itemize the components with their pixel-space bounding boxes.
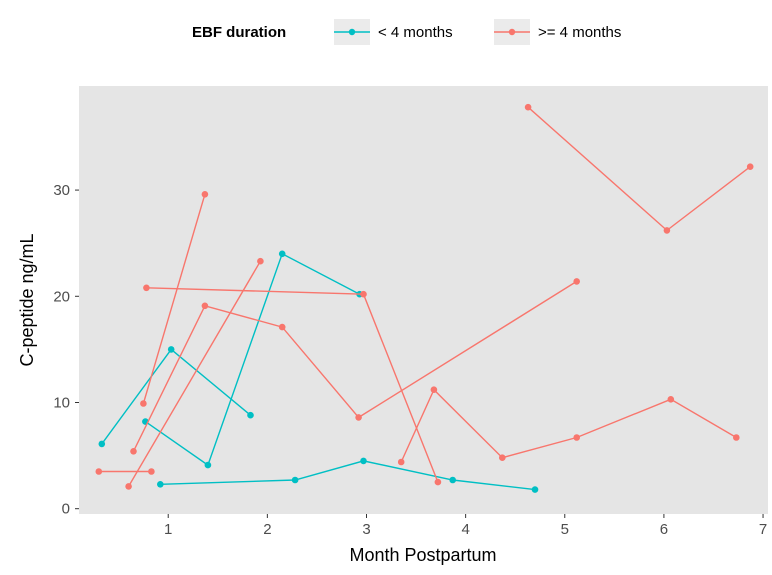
- data-point: [247, 411, 254, 419]
- x-tick-label: 4: [461, 521, 469, 538]
- legend-key-point-1: [348, 28, 356, 36]
- y-tick-label: 30: [53, 182, 70, 199]
- series-group: [130, 278, 580, 455]
- legend-title: EBF duration: [192, 24, 286, 41]
- x-tick-label: 3: [362, 521, 370, 538]
- y-tick-label: 0: [62, 501, 70, 518]
- data-point: [499, 454, 506, 462]
- series-group: [143, 284, 442, 486]
- series-group: [98, 346, 254, 448]
- series-line: [400, 388, 737, 463]
- plot-panel: [79, 86, 768, 514]
- legend-label-2: >= 4 months: [538, 24, 621, 41]
- series-group: [524, 103, 754, 234]
- data-point: [278, 323, 286, 331]
- series-group: [397, 386, 740, 466]
- data-point: [98, 440, 106, 448]
- data-point: [140, 400, 147, 407]
- data-point: [434, 478, 442, 486]
- data-point: [746, 163, 754, 170]
- data-point: [663, 227, 671, 234]
- data-point: [524, 103, 532, 111]
- data-point: [201, 302, 209, 310]
- series-line: [127, 260, 262, 487]
- data-point: [95, 468, 103, 475]
- y-tick-label: 20: [53, 288, 70, 305]
- x-tick-label: 1: [164, 521, 172, 538]
- data-point: [573, 434, 580, 441]
- legend-key-point-2: [508, 28, 516, 36]
- data-point: [430, 386, 438, 394]
- x-tick-label: 6: [660, 521, 668, 538]
- legend-label-1: < 4 months: [378, 24, 453, 41]
- axes: 1 2 3 4 5 6 7 0 10 20 30: [53, 182, 767, 538]
- series-group: [125, 257, 264, 490]
- x-tick-label: 2: [263, 521, 271, 538]
- data-point: [449, 476, 457, 484]
- y-axis-title: C-peptide ng/mL: [17, 233, 37, 366]
- series-line: [142, 194, 206, 404]
- data-point: [733, 434, 740, 441]
- legend: EBF duration < 4 months >= 4 months: [192, 19, 621, 45]
- data-point: [167, 346, 175, 353]
- data-point: [360, 457, 367, 465]
- data-point: [355, 414, 362, 421]
- x-tick-label: 7: [759, 521, 767, 538]
- series-group: [95, 468, 155, 475]
- data-point: [130, 448, 137, 455]
- data-point: [125, 483, 132, 490]
- x-tick-label: 5: [561, 521, 569, 538]
- series-group: [157, 457, 539, 493]
- data-point: [257, 257, 264, 265]
- data-point: [143, 284, 150, 292]
- data-point: [573, 278, 580, 285]
- data-point: [204, 461, 212, 469]
- data-point: [397, 458, 405, 466]
- series-line: [145, 252, 360, 467]
- data-point: [278, 250, 286, 258]
- x-axis-title: Month Postpartum: [349, 545, 496, 565]
- data-point: [201, 191, 209, 198]
- data-point: [291, 476, 299, 484]
- data-point: [360, 290, 367, 298]
- data-point: [531, 486, 539, 493]
- data-point: [667, 396, 675, 403]
- y-tick-label: 10: [53, 394, 70, 411]
- data-point: [157, 481, 164, 488]
- data-point: [148, 468, 155, 475]
- series-layer: [95, 103, 754, 493]
- series-group: [140, 191, 209, 407]
